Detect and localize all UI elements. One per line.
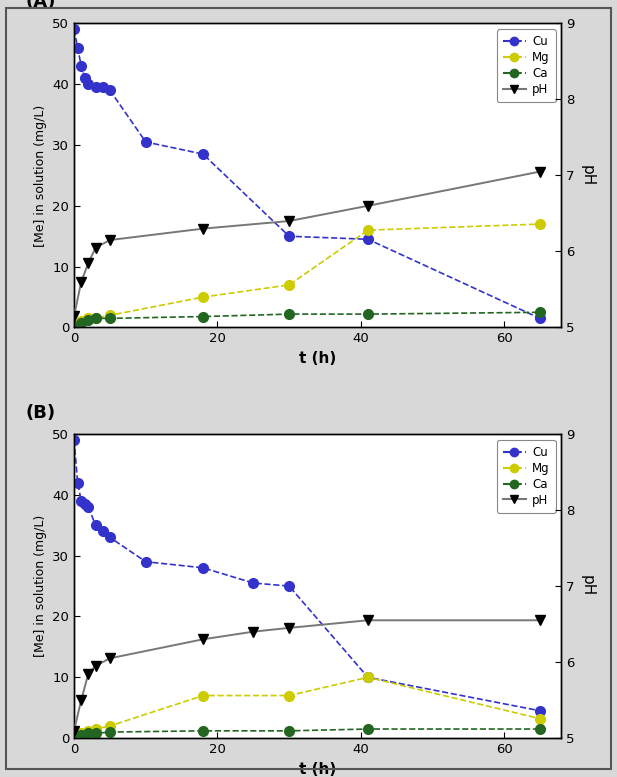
Y-axis label: [Me] in solution (mg/L): [Me] in solution (mg/L): [34, 515, 47, 657]
Legend: Cu, Mg, Ca, pH: Cu, Mg, Ca, pH: [497, 440, 555, 513]
Y-axis label: pH: pH: [579, 165, 594, 186]
X-axis label: t (h): t (h): [299, 351, 336, 366]
Text: (A): (A): [25, 0, 56, 11]
Text: (B): (B): [25, 404, 56, 422]
Y-axis label: [Me] in solution (mg/L): [Me] in solution (mg/L): [34, 104, 47, 246]
Y-axis label: pH: pH: [579, 576, 594, 597]
Legend: Cu, Mg, Ca, pH: Cu, Mg, Ca, pH: [497, 30, 555, 102]
X-axis label: t (h): t (h): [299, 761, 336, 776]
